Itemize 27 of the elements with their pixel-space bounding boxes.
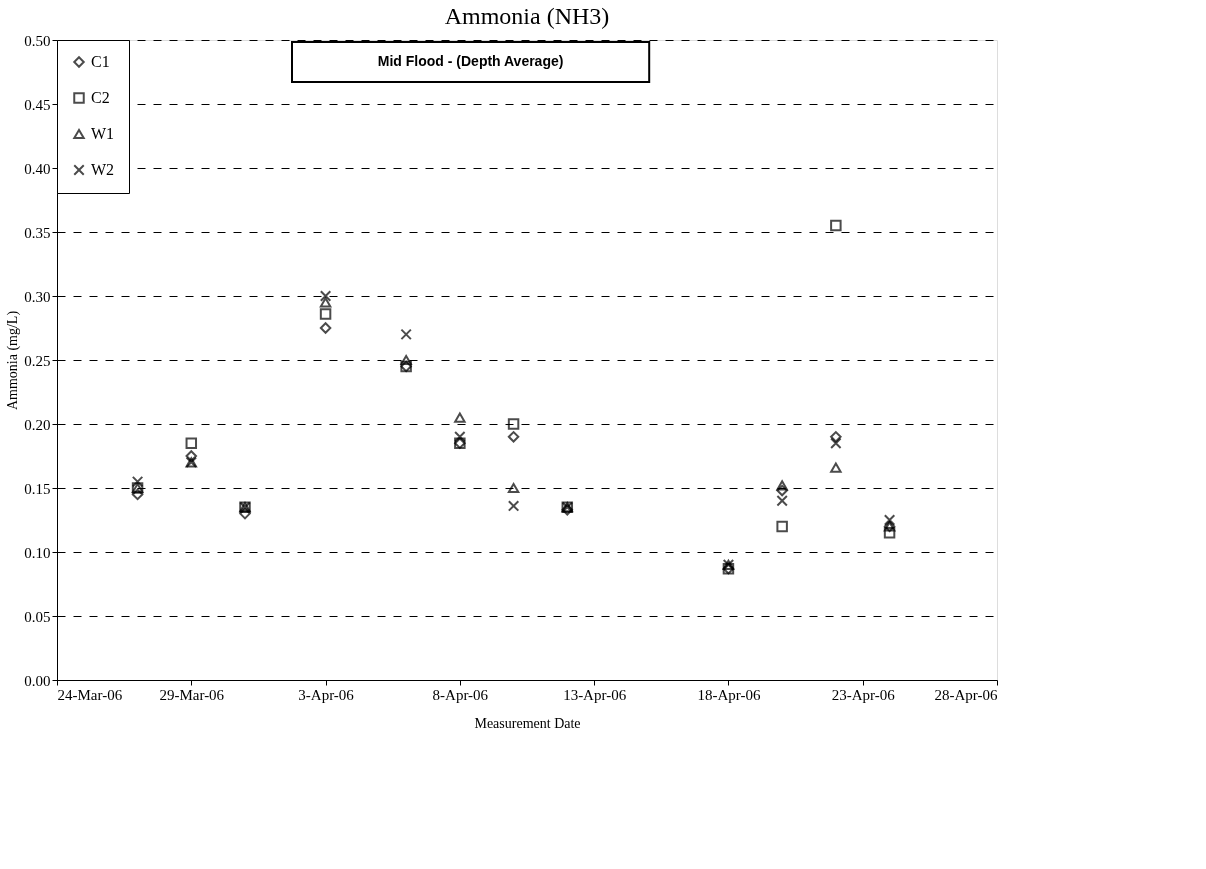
y-tick-label: 0.05 (24, 608, 51, 625)
x-tick-label: 13-Apr-06 (563, 686, 627, 703)
x-axis-title: Measurement Date (474, 715, 581, 731)
chart-title: Ammonia (NH3) (444, 3, 610, 29)
y-axis-title: Ammonia (mg/L) (5, 310, 22, 411)
y-tick-label: 0.10 (24, 544, 51, 561)
x-tick-label: 3-Apr-06 (298, 686, 355, 703)
y-tick-label: 0.25 (24, 352, 51, 369)
y-tick-label: 0.45 (24, 96, 51, 113)
y-tick-label: 0.15 (24, 480, 51, 497)
y-tick-label: 0.20 (24, 416, 51, 433)
legend-label: C1 (91, 53, 110, 70)
x-tick-label: 28-Apr-06 (934, 686, 998, 703)
annotation: Mid Flood - (Depth Average) (377, 53, 564, 69)
x-tick-label: 29-Mar-06 (159, 686, 225, 703)
x-tick-label: 18-Apr-06 (697, 686, 761, 703)
y-tick-label: 0.30 (24, 288, 51, 305)
x-tick-label: 24-Mar-06 (57, 686, 123, 703)
x-tick-label: 23-Apr-06 (831, 686, 896, 703)
legend-label: W2 (91, 161, 115, 178)
y-tick-label: 0.35 (24, 224, 51, 241)
y-tick-label: 0.50 (24, 32, 51, 49)
y-tick-label: 0.40 (24, 160, 51, 177)
y-tick-label: 0.00 (24, 672, 51, 689)
legend-label: C2 (91, 89, 110, 106)
legend-label: W1 (91, 125, 115, 142)
x-tick-label: 8-Apr-06 (432, 686, 489, 703)
